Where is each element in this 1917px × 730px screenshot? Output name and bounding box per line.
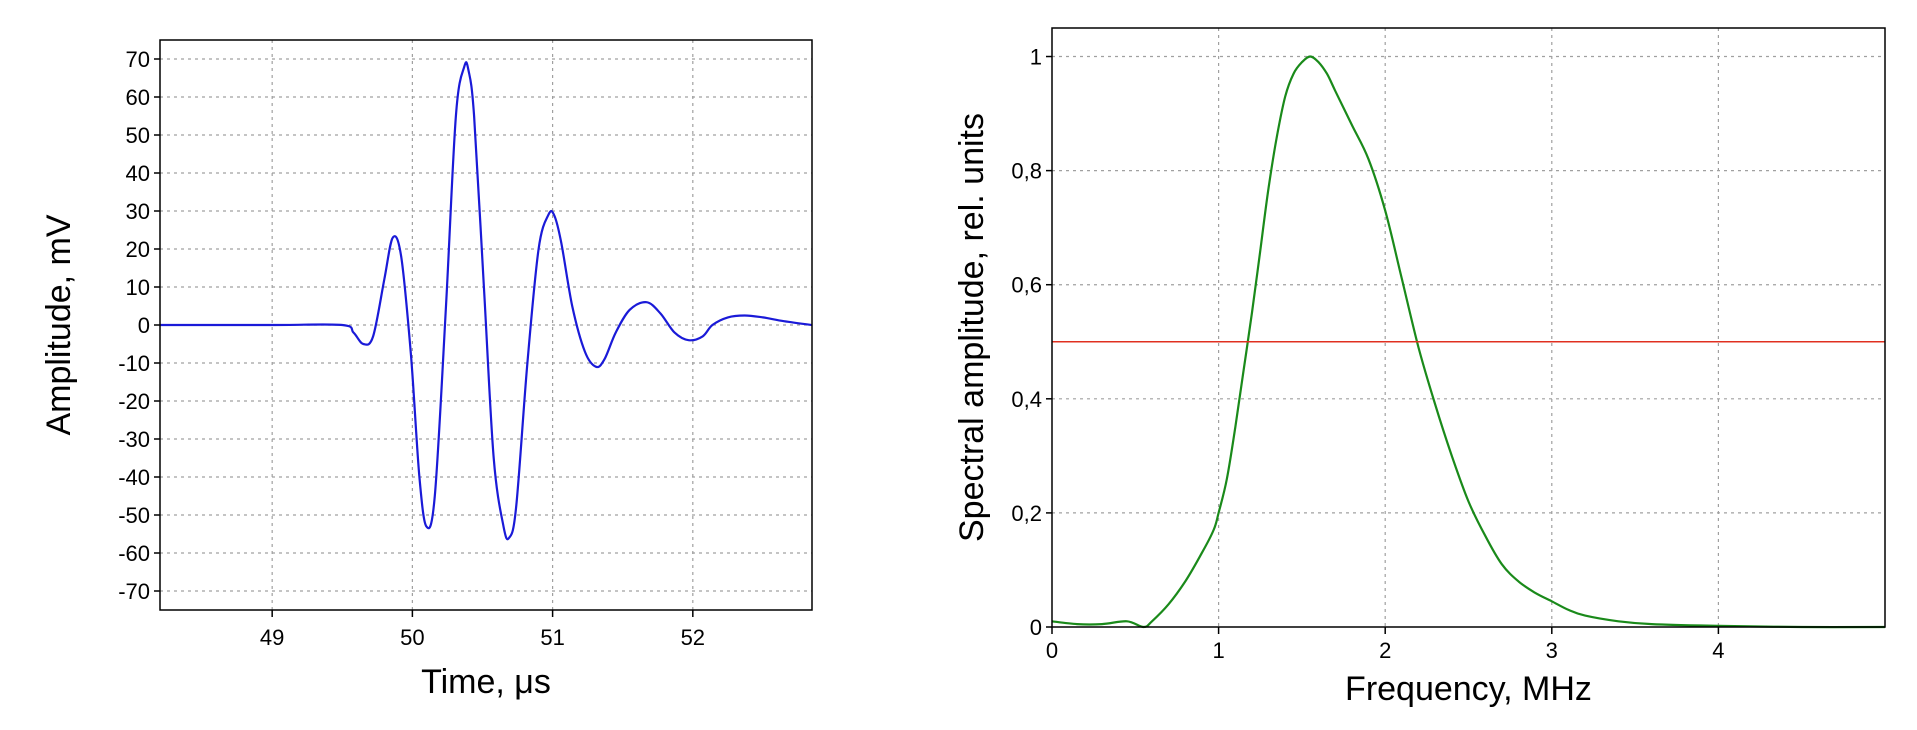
y-tick-labels: 70 60 50 40 30 20 10 0 -10 -20 -30 -40 -50 -60 -70	[118, 47, 160, 604]
x-tick-label: 3	[1546, 638, 1558, 663]
time-domain-chart: 49 50 51 52 70 60 50 40 30 20 10 0 -10 -20 -30 -40 -50 -…	[40, 39, 813, 701]
y-tick-label: 20	[126, 237, 150, 262]
y-tick-label: 0,2	[1011, 501, 1042, 526]
x-tick-label: 1	[1212, 638, 1224, 663]
plot-frame	[1051, 27, 1886, 628]
x-tick-label: 0	[1046, 638, 1058, 663]
y-tick-label: 10	[126, 275, 150, 300]
y-tick-label: 0,8	[1011, 159, 1042, 184]
y-tick-label: -10	[118, 351, 150, 376]
x-tick-label: 49	[260, 625, 284, 650]
spectrum-chart: 0 1 2 3 4 0 0,2 0,4 0,6 0,8 1 Frequency, MHz Spec…	[953, 27, 1886, 708]
x-tick-label: 51	[540, 625, 564, 650]
y-tick-label: 40	[126, 161, 150, 186]
y-tick-label: 70	[126, 47, 150, 72]
x-tick-label: 2	[1379, 638, 1391, 663]
y-tick-label: 0	[1030, 615, 1042, 640]
y-tick-label: 30	[126, 199, 150, 224]
y-tick-label: 0,4	[1011, 387, 1042, 412]
waveform-series	[159, 61, 813, 541]
y-tick-label: 50	[126, 123, 150, 148]
y-axis-label: Spectral amplitude, rel. units	[953, 113, 991, 542]
x-axis-label: Frequency, MHz	[1345, 670, 1592, 708]
y-tick-label: -20	[118, 389, 150, 414]
x-tick-label: 4	[1712, 638, 1724, 663]
x-tick-label: 52	[681, 625, 705, 650]
y-tick-label: -40	[118, 465, 150, 490]
x-tick-label: 50	[400, 625, 424, 650]
y-tick-label: 0,6	[1011, 273, 1042, 298]
series-line	[1051, 55, 1886, 629]
series-line	[159, 61, 813, 541]
spectrum-series	[1051, 55, 1886, 629]
y-tick-label: 1	[1030, 45, 1042, 70]
y-tick-label: -60	[118, 541, 150, 566]
y-tick-label: 0	[138, 313, 150, 338]
y-tick-label: -30	[118, 427, 150, 452]
y-axis-label: Amplitude, mV	[40, 214, 78, 435]
y-tick-label: -50	[118, 503, 150, 528]
y-tick-labels: 0 0,2 0,4 0,6 0,8 1	[1011, 45, 1052, 640]
grid-lines	[1052, 28, 1885, 627]
y-tick-label: -70	[118, 579, 150, 604]
x-axis-label: Time, μs	[421, 663, 551, 701]
y-tick-label: 60	[126, 85, 150, 110]
x-tick-labels: 0 1 2 3 4	[1046, 627, 1725, 663]
x-tick-labels: 49 50 51 52	[260, 610, 705, 650]
